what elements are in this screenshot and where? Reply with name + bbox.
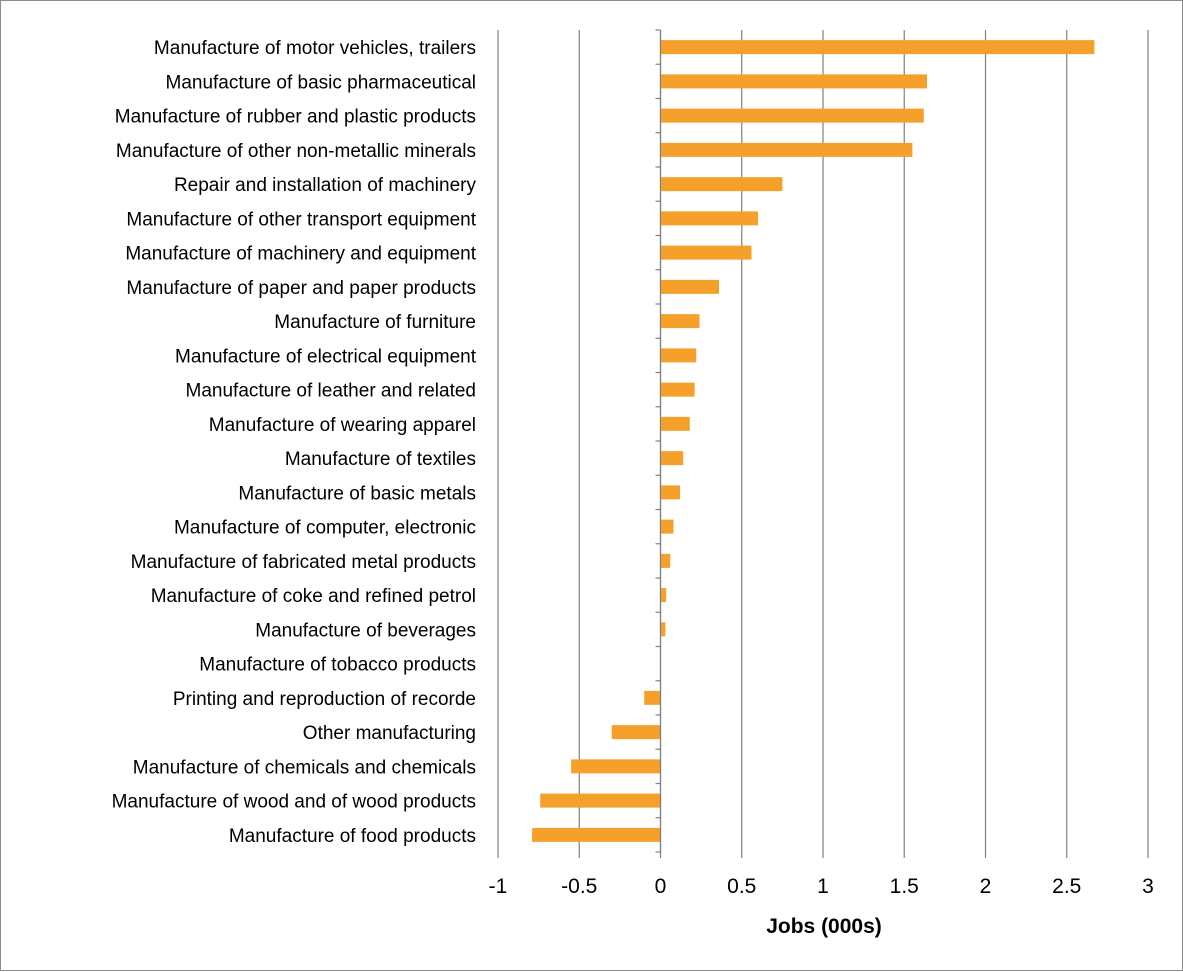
bar-7 (660, 279, 719, 294)
category-label-20: Other manufacturing (303, 723, 476, 744)
bar-21 (571, 759, 661, 774)
bar-15 (660, 553, 671, 568)
x-tick-label-5: 1.5 (890, 875, 919, 898)
category-label-0: Manufacture of motor vehicles, trailers (154, 38, 476, 59)
category-label-7: Manufacture of paper and paper products (126, 278, 476, 299)
category-label-6: Manufacture of machinery and equipment (125, 244, 476, 265)
category-label-21: Manufacture of chemicals and chemicals (133, 757, 476, 778)
category-label-10: Manufacture of leather and related (186, 381, 476, 402)
bar-0 (660, 40, 1095, 55)
category-label-15: Manufacture of fabricated metal products (131, 552, 476, 573)
bar-19 (644, 690, 661, 705)
bar-13 (660, 485, 680, 500)
bar-3 (660, 142, 913, 157)
category-label-9: Manufacture of electrical equipment (175, 346, 477, 367)
bar-12 (660, 451, 684, 466)
category-label-4: Repair and installation of machinery (174, 175, 477, 196)
bar-23 (532, 827, 661, 842)
x-tick-labels: -1 -0.5 0 0.5 1 1.5 2 2.5 3 (489, 875, 1154, 898)
x-tick-label-6: 2 (980, 875, 992, 898)
x-tick-label-2: 0 (655, 875, 667, 898)
bars (532, 40, 1095, 842)
x-tick-label-3: 0.5 (727, 875, 756, 898)
x-tick-label-1: -0.5 (561, 875, 597, 898)
bar-11 (660, 416, 690, 431)
bar-4 (660, 177, 783, 192)
zero-axis (655, 29, 662, 853)
category-label-5: Manufacture of other transport equipment (126, 209, 476, 230)
bar-2 (660, 108, 924, 123)
x-tick-label-7: 2.5 (1052, 875, 1081, 898)
x-tick-label-0: -1 (489, 875, 508, 898)
category-label-12: Manufacture of textiles (285, 449, 476, 470)
bar-20 (611, 725, 661, 740)
category-labels: Manufacture of motor vehicles, trailers M… (112, 38, 477, 847)
category-label-13: Manufacture of basic metals (238, 483, 476, 504)
bar-17 (660, 622, 666, 637)
bar-9 (660, 348, 697, 363)
category-label-16: Manufacture of coke and refined petrol (151, 586, 476, 607)
category-label-17: Manufacture of beverages (255, 620, 476, 641)
category-label-23: Manufacture of food products (229, 826, 476, 847)
category-label-1: Manufacture of basic pharmaceutical (166, 72, 477, 93)
bar-5 (660, 211, 758, 226)
category-label-22: Manufacture of wood and of wood products (112, 792, 476, 813)
category-label-11: Manufacture of wearing apparel (209, 415, 476, 436)
bar-6 (660, 245, 752, 260)
x-tick-label-4: 1 (817, 875, 829, 898)
category-label-18: Manufacture of tobacco products (199, 655, 476, 676)
category-label-14: Manufacture of computer, electronic (174, 518, 476, 539)
x-axis-title: Jobs (000s) (766, 915, 882, 938)
bar-14 (660, 519, 674, 534)
x-tick-label-8: 3 (1142, 875, 1154, 898)
category-label-19: Printing and reproduction of recorde (173, 689, 476, 710)
bar-8 (660, 314, 700, 329)
category-label-3: Manufacture of other non-metallic minera… (116, 141, 476, 162)
bar-1 (660, 74, 927, 89)
bar-16 (660, 588, 667, 603)
bar-10 (660, 382, 695, 397)
category-label-8: Manufacture of furniture (274, 312, 476, 333)
category-label-2: Manufacture of rubber and plastic produc… (115, 107, 476, 128)
bar-22 (540, 793, 661, 808)
